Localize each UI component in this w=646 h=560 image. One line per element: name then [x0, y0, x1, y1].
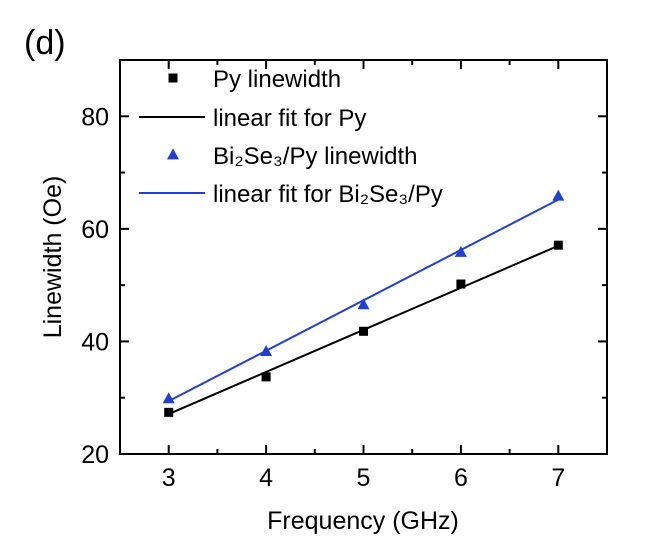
bi2se3-py-data-point — [162, 392, 175, 404]
py-data-point — [261, 372, 271, 382]
py-data-point — [164, 407, 174, 417]
data-markers — [162, 189, 565, 417]
y-tick-label: 60 — [81, 216, 109, 244]
py-data-point — [553, 240, 563, 250]
legend: Py linewidth linear fit for Py Bi₂Se₃/Py l… — [139, 66, 443, 208]
axis-ticks — [119, 59, 608, 455]
legend-label: linear fit for Bi₂Se₃/Py — [213, 181, 443, 208]
legend-symbol-square — [168, 73, 178, 83]
legend-symbol-triangle — [167, 148, 179, 160]
py-data-point — [456, 279, 466, 289]
x-tick-label: 6 — [454, 464, 468, 492]
bi2se3-py-data-point — [357, 298, 370, 310]
x-tick-label: 4 — [259, 464, 273, 492]
y-axis-title: Linewidth (Oe) — [39, 176, 67, 339]
y-tick-label: 20 — [81, 441, 109, 469]
bi2se3-py-data-point — [260, 344, 273, 356]
bi2se3-py-data-point — [454, 245, 467, 257]
x-axis-title: Frequency (GHz) — [267, 507, 459, 535]
legend-label: linear fit for Py — [213, 105, 366, 132]
legend-label: Py linewidth — [213, 66, 341, 93]
py-data-point — [359, 326, 368, 336]
y-tick-label: 80 — [81, 103, 109, 131]
tick-labels: 3 4 5 6 7 20 40 60 80 — [81, 103, 565, 492]
x-tick-label: 7 — [551, 464, 565, 492]
legend-label: Bi₂Se₃/Py linewidth — [213, 143, 418, 170]
panel-label: (d) — [24, 24, 66, 62]
bi2se3-py-data-point — [552, 189, 565, 201]
x-tick-label: 3 — [162, 464, 176, 492]
x-tick-label: 5 — [357, 464, 371, 492]
y-tick-label: 40 — [81, 328, 109, 356]
